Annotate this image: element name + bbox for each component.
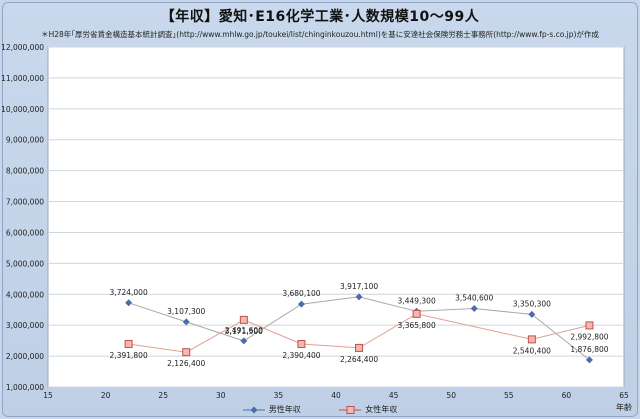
data-label-female: 2,264,400 bbox=[340, 355, 378, 364]
data-point-male bbox=[182, 318, 190, 326]
data-label-male: 2,491,600 bbox=[225, 326, 263, 335]
data-label-male: 3,540,600 bbox=[455, 293, 493, 302]
y-tick-label: 7,000,000 bbox=[6, 198, 44, 207]
x-tick-label: 45 bbox=[389, 391, 399, 400]
data-point-male bbox=[297, 300, 305, 308]
data-label-male: 3,917,100 bbox=[340, 282, 378, 291]
y-tick-label: 4,000,000 bbox=[6, 290, 44, 299]
x-tick-label: 20 bbox=[101, 391, 111, 400]
data-label-female: 2,992,800 bbox=[570, 332, 608, 341]
legend-label-female: 女性年収 bbox=[365, 405, 398, 414]
data-label-female: 2,391,800 bbox=[110, 351, 148, 360]
x-tick-label: 30 bbox=[216, 391, 226, 400]
x-axis-label: 年齢 bbox=[616, 402, 632, 412]
plot-area bbox=[47, 46, 625, 388]
y-tick-label: 9,000,000 bbox=[6, 136, 44, 145]
data-point-male bbox=[240, 337, 248, 345]
chart-source-note: ＊H28年｢厚労省賃金構造基本統計調査｣(http://www.mhlw.go.… bbox=[41, 30, 599, 39]
y-tick-label: 3,000,000 bbox=[6, 321, 44, 330]
data-point-female bbox=[124, 339, 133, 348]
data-point-male bbox=[355, 293, 363, 301]
legend-label-male: 男性年収 bbox=[268, 405, 301, 414]
data-point-female bbox=[527, 335, 536, 344]
data-label-female: 2,390,400 bbox=[282, 351, 320, 360]
data-label-female: 2,540,400 bbox=[513, 346, 551, 355]
data-label-male: 3,449,300 bbox=[398, 296, 436, 305]
data-label-male: 3,107,300 bbox=[167, 307, 205, 316]
x-tick-label: 35 bbox=[274, 391, 284, 400]
x-tick-label: 50 bbox=[446, 391, 456, 400]
data-label-male: 3,680,100 bbox=[282, 289, 320, 298]
data-point-male bbox=[585, 356, 593, 364]
x-tick-label: 40 bbox=[331, 391, 341, 400]
data-point-female bbox=[297, 340, 306, 349]
data-point-female bbox=[355, 343, 364, 352]
data-label-female: 3,365,800 bbox=[398, 321, 436, 330]
chart-title: 【年収】愛知･E16化学工業･人数規模10～99人 bbox=[160, 9, 480, 25]
legend-diamond-marker-icon bbox=[242, 406, 265, 413]
legend-square-marker-icon bbox=[339, 405, 362, 414]
data-label-female: 2,126,400 bbox=[167, 359, 205, 368]
data-point-female bbox=[585, 321, 594, 330]
data-point-female bbox=[239, 315, 248, 324]
data-point-male bbox=[470, 304, 478, 312]
y-tick-label: 11,000,000 bbox=[1, 74, 44, 83]
x-tick-label: 55 bbox=[504, 391, 514, 400]
y-tick-label: 5,000,000 bbox=[6, 259, 44, 268]
data-label-male: 3,350,300 bbox=[513, 299, 551, 308]
x-tick-label: 25 bbox=[158, 391, 168, 400]
data-label-male: 1,876,800 bbox=[570, 345, 608, 354]
data-point-female bbox=[412, 309, 421, 318]
y-tick-label: 8,000,000 bbox=[6, 167, 44, 176]
y-tick-label: 2,000,000 bbox=[6, 352, 44, 361]
data-label-male: 3,724,000 bbox=[110, 288, 148, 297]
y-tick-label: 10,000,000 bbox=[1, 105, 44, 114]
y-tick-label: 1,000,000 bbox=[6, 383, 44, 392]
x-tick-label: 15 bbox=[43, 391, 53, 400]
chart-legend: 男性年収 女性年収 bbox=[0, 404, 640, 415]
series-line-female bbox=[128, 313, 590, 353]
legend-item-male: 男性年収 bbox=[242, 404, 301, 415]
x-tick-label: 60 bbox=[562, 391, 572, 400]
data-label-female: 3,171,500 bbox=[225, 327, 263, 336]
legend-item-female: 女性年収 bbox=[339, 404, 397, 415]
x-tick-label: 65 bbox=[619, 391, 629, 400]
data-point-male bbox=[125, 299, 133, 307]
data-point-male bbox=[528, 310, 536, 318]
data-point-female bbox=[182, 348, 191, 357]
y-tick-label: 6,000,000 bbox=[6, 228, 44, 237]
y-tick-label: 12,000,000 bbox=[1, 43, 44, 52]
